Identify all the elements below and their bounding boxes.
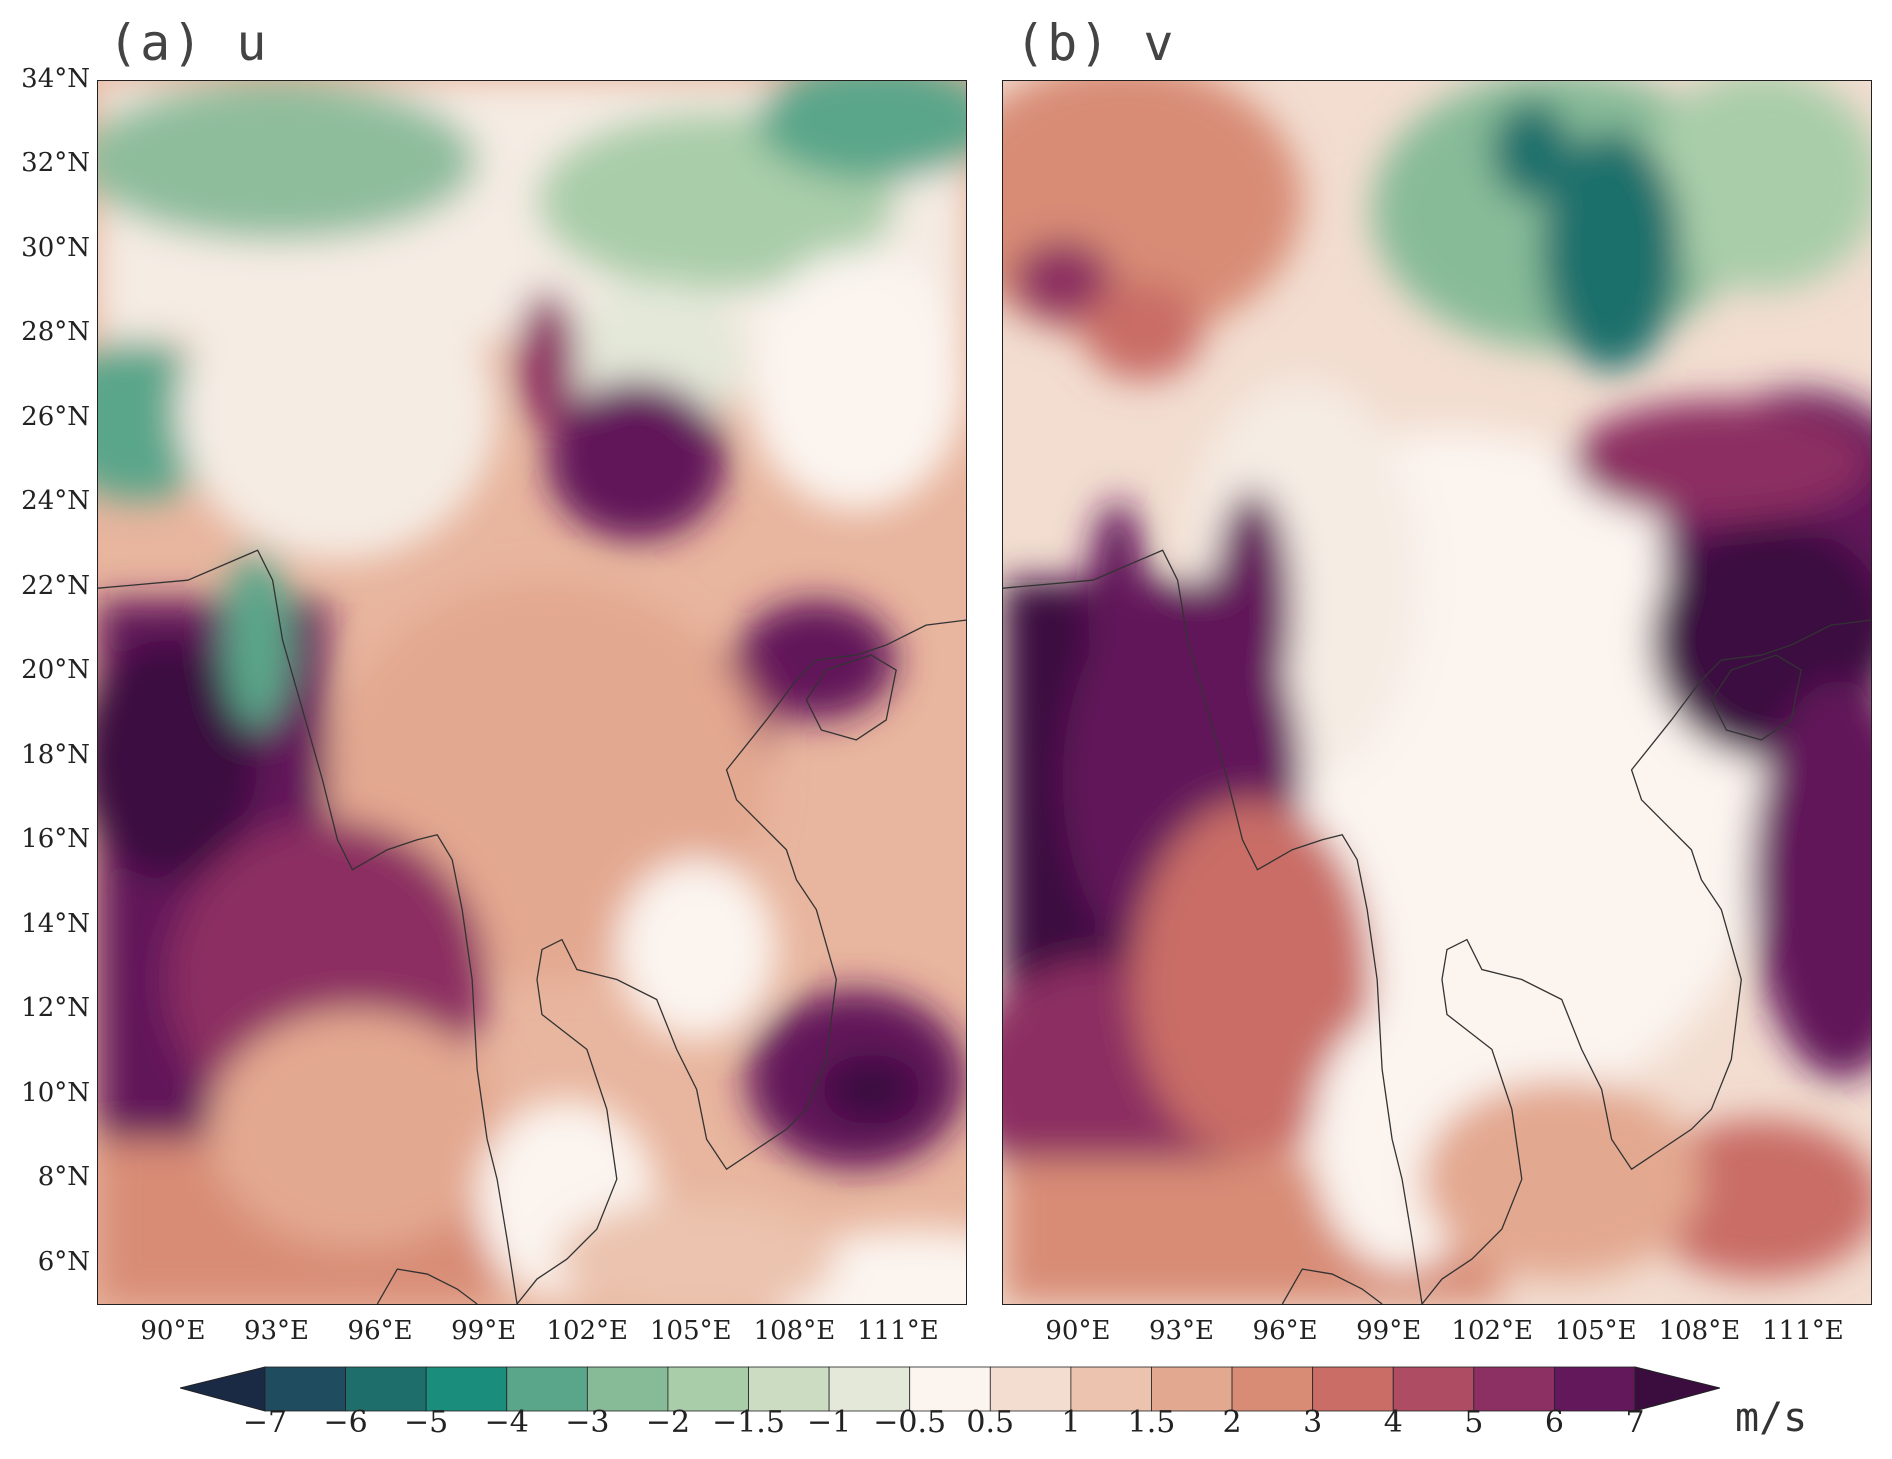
colorbar-tick-label: −1.5 — [712, 1405, 785, 1440]
map-panel-v — [1002, 80, 1872, 1305]
colorbar-segment — [1554, 1366, 1636, 1412]
colorbar-segment — [1312, 1366, 1394, 1412]
colorbar-segment — [909, 1366, 991, 1412]
colorbar-tick-label: 5 — [1464, 1405, 1484, 1440]
map-v-field — [1003, 81, 1871, 1304]
lat-tick-label: 30°N — [21, 232, 90, 263]
colorbar-segment — [828, 1366, 911, 1412]
colorbar-tick-label: −0.5 — [873, 1405, 947, 1440]
colorbar-segment — [1634, 1366, 1720, 1412]
lon-tick-label: 105°E — [1554, 1316, 1637, 1346]
lat-tick-label: 34°N — [21, 64, 90, 94]
lon-tick-label: 108°E — [753, 1316, 836, 1346]
colorbar-segment — [667, 1366, 749, 1412]
colorbar-tick-label: −3 — [565, 1405, 610, 1440]
lon-tick-label: 93°E — [243, 1316, 310, 1346]
lat-tick-label: 28°N — [21, 317, 90, 348]
colorbar-segment — [1151, 1366, 1233, 1412]
lon-tick-label: 111°E — [857, 1316, 939, 1346]
lon-tick-label: 96°E — [347, 1316, 413, 1346]
lat-tick-label: 16°N — [21, 824, 90, 855]
colorbar — [180, 1366, 1720, 1412]
lon-tick-label: 90°E — [1045, 1316, 1111, 1346]
colorbar-tick-label: 2 — [1222, 1405, 1242, 1440]
colorbar-unit: m/s — [1735, 1395, 1808, 1441]
colorbar-tick-label: 0.5 — [966, 1405, 1015, 1440]
colorbar-tick-label: −1 — [806, 1405, 852, 1440]
colorbar-segment — [1392, 1366, 1475, 1412]
lon-tick-label: 90°E — [140, 1316, 206, 1346]
colorbar-segment — [425, 1366, 508, 1412]
lat-tick-label: 14°N — [21, 908, 90, 939]
lat-tick-label: 12°N — [21, 993, 90, 1024]
colorbar-segment — [264, 1366, 346, 1412]
lat-tick-label: 32°N — [21, 148, 90, 179]
lon-tick-label: 105°E — [649, 1316, 732, 1346]
panel-title-u: (a) u — [108, 14, 269, 72]
colorbar-segment — [748, 1366, 830, 1412]
panel-title-v: (b) v — [1015, 14, 1176, 72]
colorbar-tick-label: 1 — [1061, 1405, 1081, 1440]
lon-tick-label: 99°E — [1356, 1316, 1422, 1346]
lat-tick-label: 8°N — [37, 1162, 90, 1193]
lat-tick-label: 10°N — [21, 1077, 90, 1108]
colorbar-tick-label: 4 — [1383, 1405, 1403, 1440]
colorbar-segment — [989, 1366, 1072, 1412]
colorbar-tick-label: −2 — [645, 1405, 691, 1440]
lon-tick-label: 102°E — [1451, 1316, 1534, 1346]
colorbar-tick-label: 6 — [1544, 1405, 1564, 1440]
lat-tick-label: 26°N — [21, 401, 90, 432]
lat-tick-label: 24°N — [21, 486, 90, 517]
colorbar-tick-label: 7 — [1625, 1405, 1645, 1440]
colorbar-tick-label: −5 — [404, 1405, 449, 1440]
lat-tick-label: 6°N — [37, 1246, 90, 1277]
colorbar-tick-label: 1.5 — [1127, 1405, 1176, 1440]
lat-tick-label: 18°N — [21, 739, 90, 770]
lon-tick-label: 99°E — [451, 1316, 517, 1346]
colorbar-segment — [1070, 1366, 1152, 1412]
lon-tick-label: 96°E — [1252, 1316, 1318, 1346]
colorbar-segment — [1231, 1366, 1314, 1412]
lat-tick-label: 22°N — [21, 570, 90, 601]
colorbar-segment — [586, 1366, 669, 1412]
colorbar-tick-label: −7 — [242, 1405, 288, 1440]
lon-tick-label: 93°E — [1148, 1316, 1215, 1346]
colorbar-tick-label: −6 — [323, 1405, 368, 1440]
colorbar-segment — [1473, 1366, 1555, 1412]
colorbar-tick-label: −4 — [484, 1405, 529, 1440]
lon-tick-label: 111°E — [1762, 1316, 1844, 1346]
colorbar-tick-label: 3 — [1303, 1405, 1323, 1440]
map-panel-u — [97, 80, 967, 1305]
lat-tick-label: 20°N — [21, 655, 90, 686]
colorbar-segment — [506, 1366, 588, 1412]
lon-tick-label: 108°E — [1658, 1316, 1741, 1346]
lon-tick-label: 102°E — [546, 1316, 629, 1346]
map-u-field — [98, 81, 966, 1304]
